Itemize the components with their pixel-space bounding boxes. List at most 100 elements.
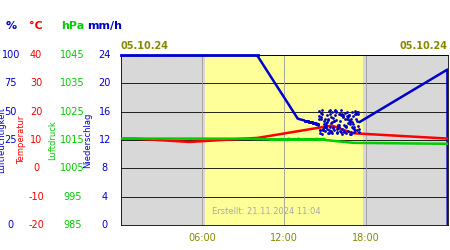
Text: Niederschlag: Niederschlag xyxy=(84,112,93,168)
Text: 40: 40 xyxy=(30,50,42,60)
Text: mm/h: mm/h xyxy=(87,21,122,31)
Point xyxy=(332,110,339,114)
Point xyxy=(304,120,311,124)
Point xyxy=(308,120,315,124)
Point xyxy=(339,115,346,119)
Text: 05.10.24: 05.10.24 xyxy=(400,41,448,51)
Text: 12: 12 xyxy=(99,135,111,145)
Point xyxy=(320,128,327,132)
Point xyxy=(327,125,334,129)
Point xyxy=(352,111,360,115)
Point xyxy=(305,120,312,124)
Point xyxy=(321,117,328,121)
Text: 0: 0 xyxy=(8,220,14,230)
Point xyxy=(303,119,310,123)
Text: 1035: 1035 xyxy=(60,78,85,88)
Text: 995: 995 xyxy=(63,192,81,202)
Point xyxy=(351,130,358,134)
Point xyxy=(333,110,340,114)
Text: 10: 10 xyxy=(30,135,42,145)
Point xyxy=(332,113,339,117)
Text: 0: 0 xyxy=(33,163,39,173)
Point xyxy=(337,129,344,133)
Text: 1025: 1025 xyxy=(60,107,85,117)
Point xyxy=(327,130,334,134)
Point xyxy=(353,128,360,132)
Point xyxy=(353,110,360,114)
Point xyxy=(326,112,333,116)
Point xyxy=(336,125,343,129)
Point xyxy=(328,122,335,126)
Point xyxy=(351,128,358,132)
Point xyxy=(302,119,309,123)
Text: °C: °C xyxy=(29,21,43,31)
Point xyxy=(346,119,353,123)
Point xyxy=(320,125,327,129)
Point xyxy=(322,129,329,133)
Point xyxy=(310,121,317,125)
Bar xyxy=(363,55,448,225)
Point xyxy=(332,109,339,113)
Point xyxy=(352,112,359,116)
Text: 05.10.24: 05.10.24 xyxy=(121,41,169,51)
Text: -20: -20 xyxy=(28,220,44,230)
Point xyxy=(322,125,329,129)
Text: 100: 100 xyxy=(2,50,20,60)
Point xyxy=(301,118,308,122)
Point xyxy=(335,126,342,130)
Point xyxy=(337,112,344,116)
Point xyxy=(333,128,341,132)
Text: Luftfeuchtigkeit: Luftfeuchtigkeit xyxy=(0,107,6,173)
Point xyxy=(355,124,362,128)
Point xyxy=(335,112,342,116)
Point xyxy=(307,120,314,124)
Text: hPa: hPa xyxy=(61,21,84,31)
Point xyxy=(338,128,345,132)
Point xyxy=(304,119,311,123)
Point xyxy=(344,129,351,133)
Point xyxy=(346,120,353,124)
Point xyxy=(323,113,330,117)
Point xyxy=(328,120,335,124)
Point xyxy=(329,110,336,114)
Text: 24: 24 xyxy=(99,50,111,60)
Text: Erstellt: 21.11.2024 11:04: Erstellt: 21.11.2024 11:04 xyxy=(212,207,321,216)
Point xyxy=(334,131,341,135)
Point xyxy=(328,132,336,136)
Point xyxy=(319,127,326,131)
Point xyxy=(305,120,312,124)
Point xyxy=(345,115,352,119)
Point xyxy=(302,118,309,122)
Point xyxy=(335,124,342,128)
Point xyxy=(347,130,355,134)
Point xyxy=(323,128,330,132)
Point xyxy=(312,122,319,126)
Point xyxy=(344,110,351,114)
Point xyxy=(342,124,350,128)
Point xyxy=(355,130,362,134)
Point xyxy=(313,122,320,126)
Point xyxy=(355,110,362,114)
Point xyxy=(340,124,347,128)
Text: 4: 4 xyxy=(102,192,108,202)
Point xyxy=(350,127,357,131)
Point xyxy=(324,120,331,124)
Point xyxy=(353,112,360,116)
Point xyxy=(331,128,338,132)
Point xyxy=(314,122,321,126)
Text: 8: 8 xyxy=(102,163,108,173)
Point xyxy=(350,114,357,117)
Point xyxy=(349,126,356,130)
Point xyxy=(302,119,309,123)
Point xyxy=(310,121,317,125)
Point xyxy=(312,121,319,125)
Point xyxy=(303,119,310,123)
Point xyxy=(348,116,355,120)
Point xyxy=(311,121,319,125)
Text: 20: 20 xyxy=(30,107,42,117)
Text: -10: -10 xyxy=(28,192,44,202)
Point xyxy=(315,114,323,118)
Text: 1045: 1045 xyxy=(60,50,85,60)
Point xyxy=(308,120,315,124)
Point xyxy=(321,125,328,129)
